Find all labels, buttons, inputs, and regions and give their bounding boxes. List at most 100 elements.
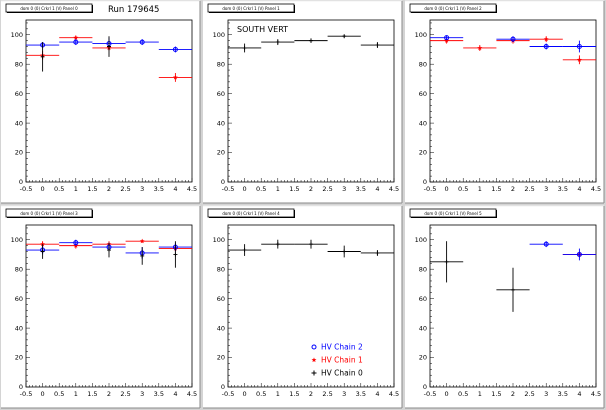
plot-frame: [429, 19, 597, 183]
x-tick-label: 4.5: [591, 390, 601, 398]
x-tick-label: 4.5: [591, 185, 601, 193]
x-tick-label: 2.5: [524, 390, 534, 398]
chart-panel: dom 0 (0) Crkrl 1 (V) Panel 5-0.5 0 0.5 1 1.…: [405, 205, 605, 409]
run-label: Run 179645: [108, 5, 159, 15]
data-point: [309, 38, 313, 43]
data-point: [40, 249, 45, 254]
data-point: [73, 39, 79, 45]
x-tick-label: 4: [173, 185, 177, 193]
x-tick-label: 2.5: [120, 185, 130, 193]
y-tick-label: 20: [419, 354, 427, 362]
data-series: [40, 241, 178, 268]
data-point: [576, 44, 582, 50]
y-tick-label: 20: [419, 149, 427, 157]
x-tick-label: 0: [243, 185, 247, 193]
data-point: [275, 40, 280, 45]
y-tick-label: 80: [419, 265, 427, 273]
data-series: [430, 241, 530, 312]
x-tick-label: 1.5: [87, 390, 97, 398]
x-tick-label: 2: [309, 185, 313, 193]
x-tick-label: 0: [445, 390, 449, 398]
y-tick-label: 80: [15, 60, 23, 68]
y-tick-label: 80: [217, 60, 225, 68]
y-tick-label: 40: [15, 324, 23, 332]
x-tick-label: 3.5: [154, 390, 164, 398]
plot-frame: [227, 224, 395, 388]
x-tick-label: 0.5: [458, 185, 468, 193]
y-tick-label: 20: [217, 354, 225, 362]
panel-label: SOUTH VERT: [237, 25, 288, 34]
x-tick-label: 3: [140, 185, 144, 193]
chart-panel: dom 0 (0) Crkrl 1 (V) Panel 2-0.5 0 0.5 1 1.…: [405, 0, 605, 204]
y-tick-label: 20: [217, 149, 225, 157]
x-tick-label: 3: [544, 390, 548, 398]
chart-title: dom 0 (0) Crkrl 1 (V) Panel 4: [222, 211, 280, 216]
plot-frame: [227, 19, 395, 183]
x-tick-label: 4.5: [187, 390, 197, 398]
y-tick-label: 0: [423, 383, 427, 391]
data-point: [342, 249, 347, 254]
x-tick-label: 3.5: [558, 390, 568, 398]
data-point: [444, 38, 450, 43]
x-tick-label: 1: [74, 390, 78, 398]
y-tick-label: 80: [15, 265, 23, 273]
x-tick-label: 2: [511, 185, 515, 193]
x-tick-label: 4: [173, 390, 177, 398]
y-tick-label: 40: [217, 119, 225, 127]
x-tick-label: 4: [375, 390, 379, 398]
legend-marker: [311, 370, 317, 376]
y-tick-label: 40: [15, 119, 23, 127]
chart-title: dom 0 (0) Crkrl 1 (V) Panel 2: [424, 6, 482, 11]
legend-marker: [311, 344, 317, 350]
data-point: [242, 248, 247, 253]
data-point: [140, 253, 145, 258]
y-tick-label: 80: [419, 60, 427, 68]
y-tick-label: 60: [217, 295, 225, 303]
data-series: [228, 34, 394, 53]
chart-title: dom 0 (0) Crkrl 1 (V) Panel 3: [20, 211, 78, 216]
x-tick-label: 3: [140, 390, 144, 398]
x-tick-label: 2.5: [322, 185, 332, 193]
y-tick-label: 100: [213, 31, 225, 39]
title-box: [5, 208, 93, 218]
legend: HV Chain 2 HV Chain 1 HV Chain 0: [311, 343, 363, 378]
x-tick-label: 3.5: [558, 185, 568, 193]
x-tick-label: 2: [107, 390, 111, 398]
data-point: [510, 36, 516, 42]
y-tick-label: 0: [19, 178, 23, 186]
y-tick-label: 60: [15, 295, 23, 303]
x-tick-label: 2: [309, 390, 313, 398]
x-tick-label: 0: [445, 185, 449, 193]
data-point: [242, 45, 247, 50]
x-tick-label: 3.5: [154, 185, 164, 193]
x-tick-label: 2.5: [524, 185, 534, 193]
x-tick-label: 0.5: [54, 185, 64, 193]
data-point: [511, 287, 515, 292]
chart-panel: dom 0 (0) Crkrl 1 (V) Panel 1-0.5 0 0.5 1 1.…: [203, 0, 403, 204]
x-tick-label: 0.5: [458, 390, 468, 398]
x-tick-label: -0.5: [20, 185, 33, 193]
title-box: [207, 208, 295, 218]
x-tick-label: -0.5: [222, 390, 235, 398]
data-point: [375, 43, 380, 48]
title-box: [409, 208, 497, 218]
x-tick-label: 1.5: [491, 185, 501, 193]
chart-panel: dom 0 (0) Crkrl 1 (V) Panel 0-0.5 0 0.5 1 1.…: [1, 0, 201, 204]
y-tick-label: 20: [15, 354, 23, 362]
x-tick-label: 0: [41, 390, 45, 398]
x-tick-label: 3: [544, 185, 548, 193]
y-tick-label: 80: [217, 265, 225, 273]
chart-title: dom 0 (0) Crkrl 1 (V) Panel 5: [424, 211, 482, 216]
x-tick-label: -0.5: [424, 185, 437, 193]
x-tick-label: 1: [276, 185, 280, 193]
y-tick-label: 0: [423, 178, 427, 186]
data-point: [444, 35, 450, 41]
x-tick-label: 0.5: [256, 185, 266, 193]
y-tick-label: 0: [19, 383, 23, 391]
x-tick-label: 2.5: [322, 390, 332, 398]
y-tick-label: 60: [419, 295, 427, 303]
x-tick-label: 3.5: [356, 390, 366, 398]
x-tick-label: 1.5: [289, 390, 299, 398]
legend-label: HV Chain 1: [321, 356, 363, 365]
